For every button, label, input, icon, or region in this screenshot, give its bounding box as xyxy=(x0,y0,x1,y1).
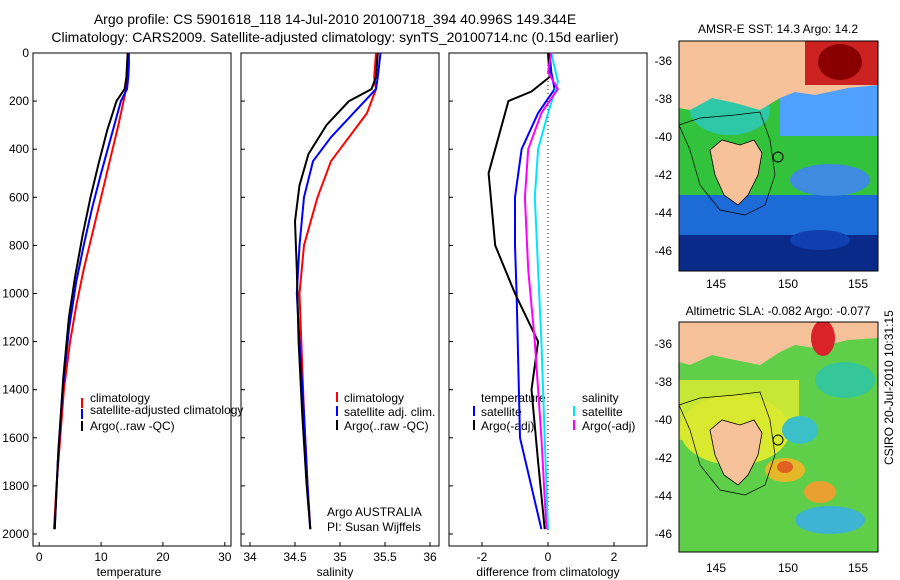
depth-ytick-label-7: 1400 xyxy=(2,383,29,397)
depth-ytick-label-3: 600 xyxy=(9,190,29,204)
title-line-2: Climatology: CARS2009. Satellite-adjuste… xyxy=(51,29,618,45)
temperature-series-argo-raw-qc- xyxy=(53,52,129,530)
sla-orange-patch-2 xyxy=(804,481,836,503)
diff-legend-temp-sat: satellite xyxy=(481,405,522,419)
temperature-xtick-label-1: 10 xyxy=(94,550,108,564)
sal-legend-climatology: climatology xyxy=(344,391,404,405)
sst-ytick-38: -38 xyxy=(655,92,673,106)
difference-xtick-label-0: -2 xyxy=(477,550,488,564)
sst-map-title: AMSR-E SST: 14.3 Argo: 14.2 xyxy=(698,22,858,36)
sst-xtick-150: 150 xyxy=(778,277,798,291)
sst-hot-spot xyxy=(818,44,862,80)
salinity-xlabel: salinity xyxy=(317,565,354,579)
salinity-series-satellite-adj-clim- xyxy=(295,52,382,530)
sla-xtick-150: 150 xyxy=(778,561,798,575)
sla-ytick-40: -40 xyxy=(655,413,673,427)
sla-ytick-46: -46 xyxy=(655,527,673,541)
depth-ytick-label-9: 1800 xyxy=(2,479,29,493)
difference-series-temperature-satellite xyxy=(514,52,556,530)
sla-cyan-mid xyxy=(782,416,818,444)
sst-ytick-36: -36 xyxy=(655,54,673,68)
legend-argo: Argo(..raw -QC) xyxy=(90,419,175,433)
depth-ytick-label-10: 2000 xyxy=(2,527,29,541)
sst-ytick-40: -40 xyxy=(655,130,673,144)
salinity-xtick-label-1: 34.5 xyxy=(283,550,307,564)
legend-climatology: climatology xyxy=(90,391,150,405)
sla-xtick-145: 145 xyxy=(706,561,726,575)
title-line-1: Argo profile: CS 5901618_118 14-Jul-2010… xyxy=(94,11,576,27)
salinity-xtick-label-3: 35.5 xyxy=(373,550,397,564)
difference-series-salinity-argo-adj- xyxy=(523,52,559,530)
sst-argo-position-marker xyxy=(772,151,784,163)
sal-legend-argo: Argo(..raw -QC) xyxy=(344,419,429,433)
sst-tasmania xyxy=(709,139,763,206)
diff-legend-salinity-header: salinity xyxy=(582,391,619,405)
depth-ytick-label-0: 0 xyxy=(22,46,29,60)
diff-legend-temp-argo: Argo(-adj) xyxy=(481,419,534,433)
depth-ytick-label-1: 200 xyxy=(9,94,29,108)
sst-ytick-44: -44 xyxy=(655,206,673,220)
difference-panel-frame xyxy=(448,52,648,547)
difference-xtick-label-2: 2 xyxy=(611,550,618,564)
temperature-xtick-label-3: 30 xyxy=(218,550,232,564)
sla-red-ne xyxy=(811,322,835,356)
difference-xlabel: difference from climatology xyxy=(476,565,619,579)
diff-legend-temperature-header: temperature xyxy=(481,391,546,405)
temperature-xlabel: temperature xyxy=(97,565,162,579)
temperature-series-climatology xyxy=(53,53,129,530)
sst-cool-eddy xyxy=(790,164,870,196)
sla-xtick-155: 155 xyxy=(848,561,868,575)
sst-band-cool-south xyxy=(679,195,878,240)
sla-cyan-south xyxy=(795,506,865,534)
sst-xtick-155: 155 xyxy=(848,277,868,291)
annotation-argo-australia: Argo AUSTRALIA xyxy=(327,505,422,519)
salinity-series-argo-raw-qc- xyxy=(294,52,379,530)
salinity-xtick-label-0: 34 xyxy=(243,550,257,564)
legend-sat-adj-climatology: satellite-adjusted climatology xyxy=(90,403,243,417)
depth-ytick-label-6: 1200 xyxy=(2,335,29,349)
plot-layer: 0 10 20 30020040060080010001200140016001800… xyxy=(2,46,617,564)
sst-map-frame xyxy=(678,40,879,272)
temperature-panel-frame xyxy=(32,52,232,547)
depth-ytick-label-2: 400 xyxy=(9,142,29,156)
salinity-xtick-label-2: 35 xyxy=(333,550,347,564)
sla-ytick-44: -44 xyxy=(655,489,673,503)
difference-series-salinity-satellite xyxy=(533,52,559,530)
salinity-series-climatology xyxy=(298,52,377,530)
sst-ytick-46: -46 xyxy=(655,244,673,258)
sal-legend-sat-adj: satellite adj. clim. xyxy=(344,405,435,419)
salinity-xtick-label-4: 36 xyxy=(423,550,437,564)
sla-tasmania xyxy=(709,419,763,486)
sla-shelf-contour xyxy=(679,391,776,496)
sla-ytick-38: -38 xyxy=(655,375,673,389)
difference-series-temperature-argo-adj- xyxy=(487,52,551,530)
sst-deep-cold-patch xyxy=(790,230,850,250)
diff-legend-sal-sat: satellite xyxy=(582,405,623,419)
sst-shelf-contour xyxy=(679,111,776,216)
depth-ytick-label-5: 1000 xyxy=(2,286,29,300)
sla-red-core-1 xyxy=(777,461,793,473)
csiro-timestamp: CSIRO 20-Jul-2010 10:31:15 xyxy=(882,310,896,465)
sla-map xyxy=(679,322,878,552)
depth-ytick-label-4: 800 xyxy=(9,238,29,252)
temperature-xtick-label-2: 20 xyxy=(156,550,170,564)
sla-map-frame xyxy=(678,321,879,553)
sla-argo-position-marker xyxy=(772,434,784,446)
difference-xtick-label-1: 0 xyxy=(545,550,552,564)
annotation-pi: PI: Susan Wijffels xyxy=(327,520,421,534)
diff-legend-sal-argo: Argo(-adj) xyxy=(582,419,635,433)
sst-map xyxy=(679,41,878,271)
sla-cyan-ne xyxy=(815,362,875,398)
sla-ytick-42: -42 xyxy=(655,451,673,465)
temperature-xtick-label-0: 0 xyxy=(36,550,43,564)
sst-ytick-42: -42 xyxy=(655,168,673,182)
sla-map-title: Altimetric SLA: -0.082 Argo: -0.077 xyxy=(686,304,871,318)
sla-ytick-36: -36 xyxy=(655,337,673,351)
sst-xtick-145: 145 xyxy=(706,277,726,291)
depth-ytick-label-8: 1600 xyxy=(2,431,29,445)
